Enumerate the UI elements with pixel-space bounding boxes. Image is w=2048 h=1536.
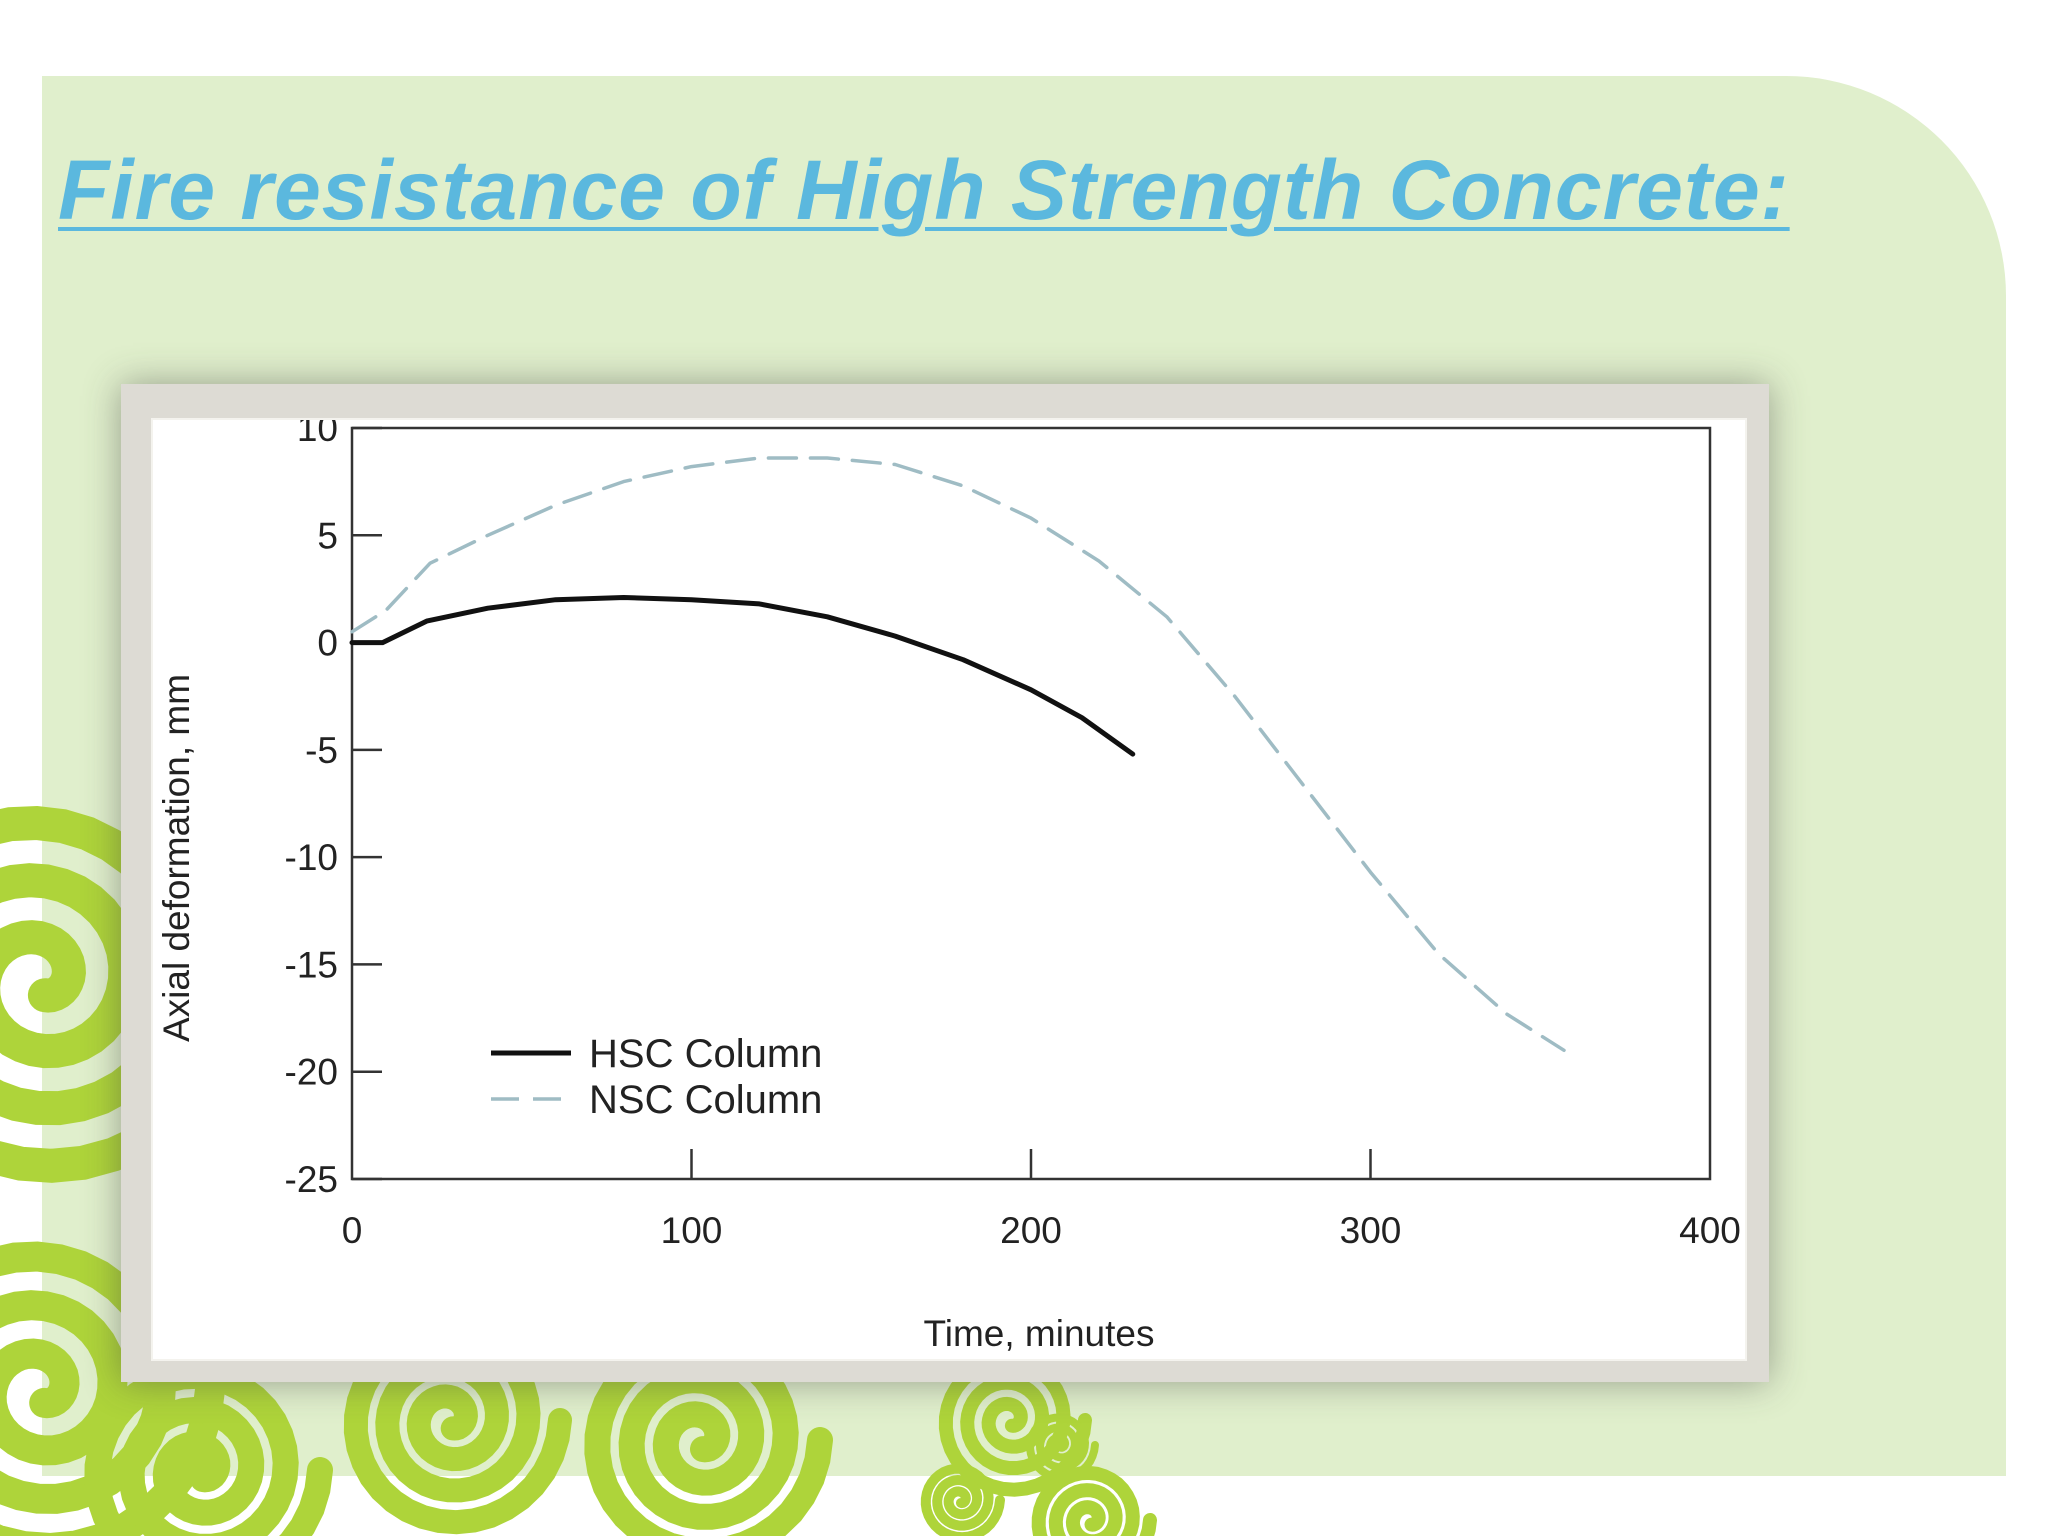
y-tick-label: 5 <box>317 515 338 556</box>
chart-area: 10 5 0 -5 -10 -15 -20 -25 0 100 200 300 400 Time, m… <box>151 418 1747 1361</box>
swirl-icon <box>584 1332 833 1536</box>
y-axis: 10 5 0 -5 -10 -15 -20 -25 <box>285 420 382 1200</box>
y-tick-label: -5 <box>305 730 338 771</box>
swirl-icon <box>343 1321 572 1535</box>
chart-frame: 10 5 0 -5 -10 -15 -20 -25 0 100 200 300 400 Time, m… <box>121 384 1769 1382</box>
x-axis-label: Time, minutes <box>924 1313 1155 1354</box>
y-tick-label: 0 <box>317 623 338 664</box>
x-tick-label: 0 <box>342 1210 363 1251</box>
x-tick-label: 400 <box>1679 1210 1741 1251</box>
series-line-nsc-column <box>350 456 1566 1053</box>
y-tick-label: -25 <box>285 1159 338 1200</box>
x-tick-label: 200 <box>1000 1210 1062 1251</box>
swirl-icon <box>920 1463 1005 1536</box>
y-tick-label: -15 <box>285 944 338 985</box>
legend-label: NSC Column <box>589 1078 822 1122</box>
swirl-icon <box>0 1241 225 1536</box>
x-tick-label: 100 <box>661 1210 723 1251</box>
swirl-icon <box>1031 1465 1157 1536</box>
line-chart: 10 5 0 -5 -10 -15 -20 -25 0 100 200 300 400 Time, m… <box>156 420 1741 1354</box>
x-tick-label: 300 <box>1340 1210 1402 1251</box>
y-tick-label: -10 <box>285 837 338 878</box>
series-layer <box>349 456 1566 1053</box>
legend-label: HSC Column <box>589 1032 822 1076</box>
series-line-hsc-column <box>349 595 1136 757</box>
swirl-icon <box>84 1362 333 1536</box>
y-tick-label: -20 <box>285 1052 338 1093</box>
plot-area-border <box>350 426 1712 1181</box>
swirl-icon <box>1026 1413 1099 1482</box>
x-axis: 0 100 200 300 400 <box>342 1149 1741 1251</box>
slide-title: Fire resistance of High Strength Concret… <box>58 143 1790 237</box>
swirl-icon <box>0 805 257 1183</box>
y-tick-label: 10 <box>297 420 338 449</box>
y-axis-label: Axial deformation, mm <box>156 674 197 1042</box>
swirl-icon <box>938 1354 1092 1497</box>
